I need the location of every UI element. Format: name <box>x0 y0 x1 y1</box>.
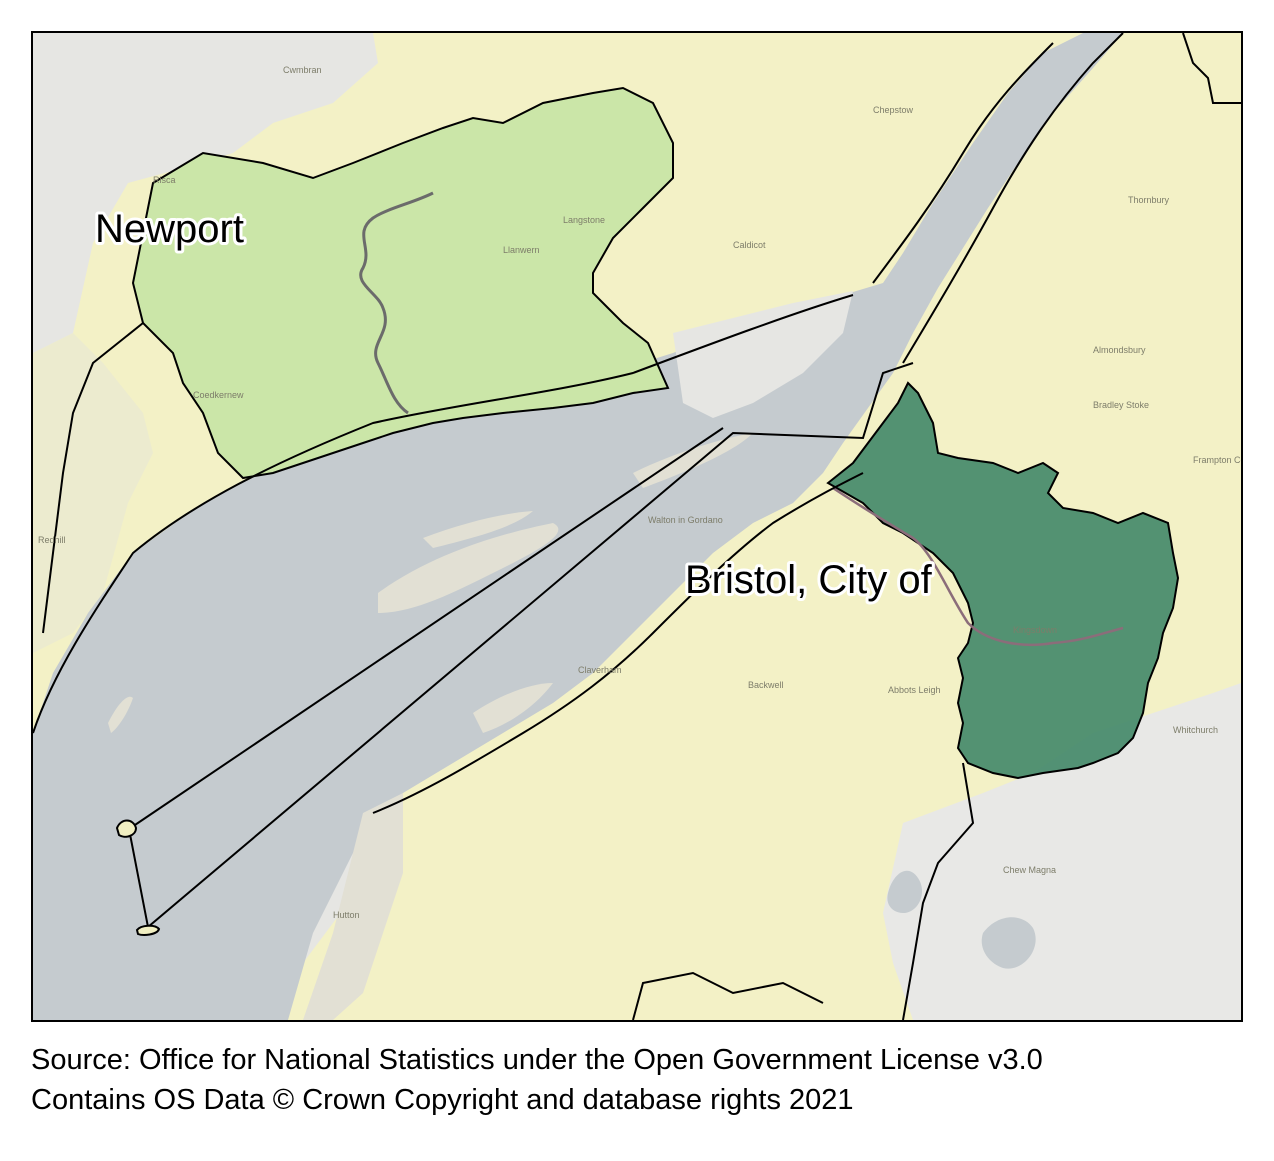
map-frame: Cwmbran Risca Langstone Llanwern Coedker… <box>31 31 1243 1022</box>
place-label: Coedkernew <box>193 390 244 400</box>
avon-mouth-mud <box>303 793 403 1020</box>
sandbank-4 <box>473 683 553 733</box>
place-label: Hutton <box>333 910 360 920</box>
shoreline-south <box>372 472 864 814</box>
place-label: Langstone <box>563 215 605 225</box>
place-label: Abbots Leigh <box>888 685 941 695</box>
place-label: Kingsdown <box>1013 625 1057 635</box>
urban-area-cardiff <box>33 333 153 653</box>
source-attribution: Source: Office for National Statistics u… <box>31 1040 1261 1120</box>
bristol-label: Bristol, City of <box>685 558 933 602</box>
place-label: Risca <box>153 175 176 185</box>
bristol-offshore-boundary <box>128 362 914 929</box>
place-label: Thornbury <box>1128 195 1170 205</box>
place-label: Frampton Cotterell <box>1193 455 1241 465</box>
boundary-west <box>42 322 144 634</box>
place-label: Walton in Gordano <box>648 515 723 525</box>
copyright-line: Contains OS Data © Crown Copyright and d… <box>31 1084 854 1116</box>
place-label: Claverham <box>578 665 622 675</box>
newport-offshore-boundary <box>128 427 724 830</box>
shoreline-east <box>902 33 1124 364</box>
shoreline-wye <box>872 42 1054 284</box>
boundary-northeast <box>1182 33 1241 104</box>
sandbank-3 <box>633 433 753 488</box>
urban-area-southeast <box>883 683 1241 1020</box>
place-label: Backwell <box>748 680 784 690</box>
place-label: Bradley Stoke <box>1093 400 1149 410</box>
place-label: Caldicot <box>733 240 766 250</box>
source-line: Source: Office for National Statistics u… <box>31 1044 1043 1076</box>
islet-steep-holm <box>115 819 138 838</box>
newport-area[interactable] <box>131 86 674 480</box>
blagdon-lake <box>887 870 923 913</box>
urban-area-northwest <box>33 33 378 353</box>
shoreline-north <box>33 294 854 734</box>
map-canvas[interactable]: Cwmbran Risca Langstone Llanwern Coedker… <box>33 33 1241 1020</box>
bristol-area[interactable] <box>826 381 1180 780</box>
place-label: Chepstow <box>873 105 914 115</box>
place-label: Cwmbran <box>283 65 322 75</box>
river-usk <box>359 191 434 415</box>
welsh-grounds <box>673 291 853 418</box>
river-avon <box>832 486 1124 647</box>
boundary-south-2 <box>632 971 824 1020</box>
sandbank-5 <box>108 696 133 733</box>
boundary-south-1 <box>902 762 975 1020</box>
sandbank-1 <box>378 523 559 613</box>
place-label: Llanwern <box>503 245 540 255</box>
chew-valley-lake <box>981 917 1036 969</box>
place-label: Whitchurch <box>1173 725 1218 735</box>
islet-flat-holm <box>135 924 161 936</box>
newport-label: Newport <box>95 207 244 251</box>
place-label: Redhill <box>38 535 66 545</box>
place-label: Almondsbury <box>1093 345 1146 355</box>
sandbank-2 <box>423 511 533 548</box>
place-label: Chew Magna <box>1003 865 1056 875</box>
